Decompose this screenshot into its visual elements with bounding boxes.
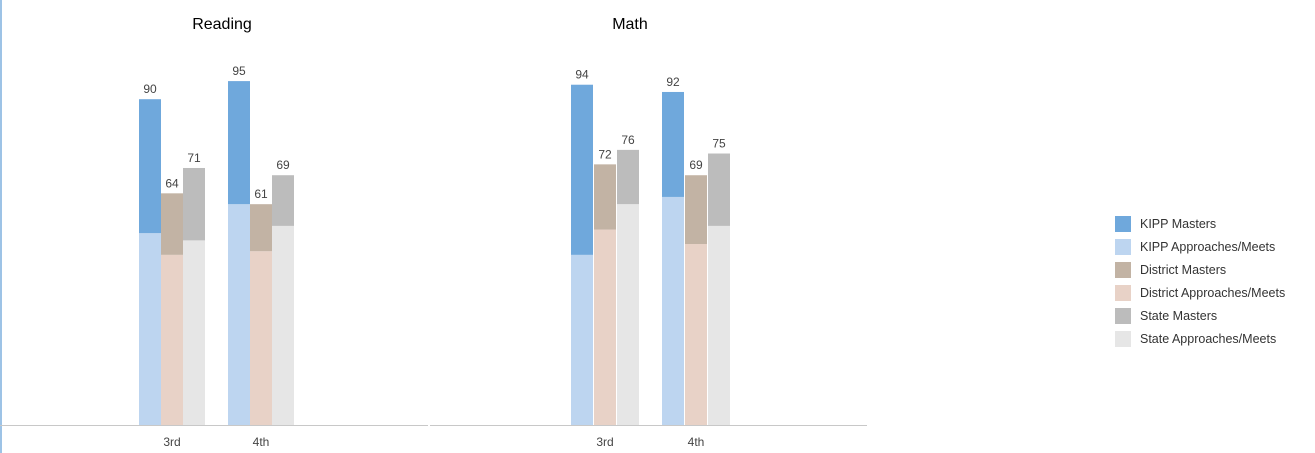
bar-district-masters (161, 193, 183, 255)
bar-state-masters (272, 175, 294, 226)
bar-district-masters (250, 204, 272, 252)
legend-item-district-approaches-meets: District Approaches/Meets (1115, 281, 1285, 304)
bar-kipp-masters (662, 91, 684, 197)
math-chart: Math 94 72 76 3rd 92 69 75 4th (430, 16, 867, 449)
bar-state-approaches-meets (708, 225, 730, 425)
legend-label: District Approaches/Meets (1140, 285, 1286, 300)
bar-district-approaches-meets (161, 254, 183, 425)
legend-swatch (1115, 261, 1131, 278)
data-label: 69 (689, 158, 703, 172)
bar-district-approaches-meets (250, 251, 272, 425)
legend-label: District Masters (1140, 262, 1227, 277)
bar-kipp-approaches-meets (662, 196, 684, 425)
legend-item-state-masters: State Masters (1115, 304, 1285, 327)
bar-district-masters (685, 175, 707, 244)
bar-kipp-approaches-meets (228, 204, 250, 425)
legend-label: KIPP Approaches/Meets (1140, 239, 1276, 254)
bar-district-approaches-meets (685, 244, 707, 425)
data-label: 94 (575, 68, 589, 82)
bar-state-approaches-meets (272, 225, 294, 425)
bar-state-approaches-meets (183, 240, 205, 425)
bar-kipp-approaches-meets (571, 254, 593, 425)
data-label: 75 (712, 137, 726, 151)
legend-label: State Approaches/Meets (1140, 331, 1277, 346)
legend-item-kipp-masters: KIPP Masters (1115, 212, 1285, 235)
reading-chart: Reading 90 64 71 3rd 95 61 69 4th (0, 16, 428, 449)
legend-label: KIPP Masters (1140, 216, 1217, 231)
bar-kipp-masters (228, 81, 250, 205)
bar-kipp-approaches-meets (139, 233, 161, 425)
data-label: 69 (276, 158, 290, 172)
legend-item-state-approaches-meets: State Approaches/Meets (1115, 327, 1285, 350)
bar-kipp-masters (139, 99, 161, 234)
legend-item-district-masters: District Masters (1115, 258, 1285, 281)
data-label: 76 (621, 133, 635, 147)
data-label: 64 (165, 176, 179, 190)
legend-swatch (1115, 284, 1131, 301)
legend-swatch (1115, 330, 1131, 347)
chart-legend: KIPP Masters KIPP Approaches/Meets Distr… (1115, 212, 1285, 350)
x-tick-label: 4th (253, 435, 270, 449)
legend-swatch (1115, 307, 1131, 324)
legend-label: State Masters (1140, 308, 1218, 323)
legend-swatch (1115, 215, 1131, 232)
data-label: 71 (187, 151, 201, 165)
chart-title: Reading (192, 16, 252, 33)
x-tick-label: 4th (688, 435, 705, 449)
bar-kipp-masters (571, 84, 593, 255)
bar-district-approaches-meets (594, 229, 616, 425)
legend-item-kipp-approaches-meets: KIPP Approaches/Meets (1115, 235, 1285, 258)
data-label: 92 (666, 75, 680, 89)
page-left-border (0, 0, 2, 453)
bar-state-approaches-meets (617, 204, 639, 425)
data-label: 61 (254, 187, 268, 201)
x-tick-label: 3rd (163, 435, 180, 449)
legend-swatch (1115, 238, 1131, 255)
bar-state-masters (183, 167, 205, 241)
bar-state-masters (617, 149, 639, 205)
chart-title: Math (612, 16, 648, 33)
bar-district-masters (594, 164, 616, 230)
bar-state-masters (708, 153, 730, 226)
data-label: 95 (232, 64, 246, 78)
x-tick-label: 3rd (596, 435, 613, 449)
data-label: 72 (598, 147, 612, 161)
data-label: 90 (143, 82, 157, 96)
